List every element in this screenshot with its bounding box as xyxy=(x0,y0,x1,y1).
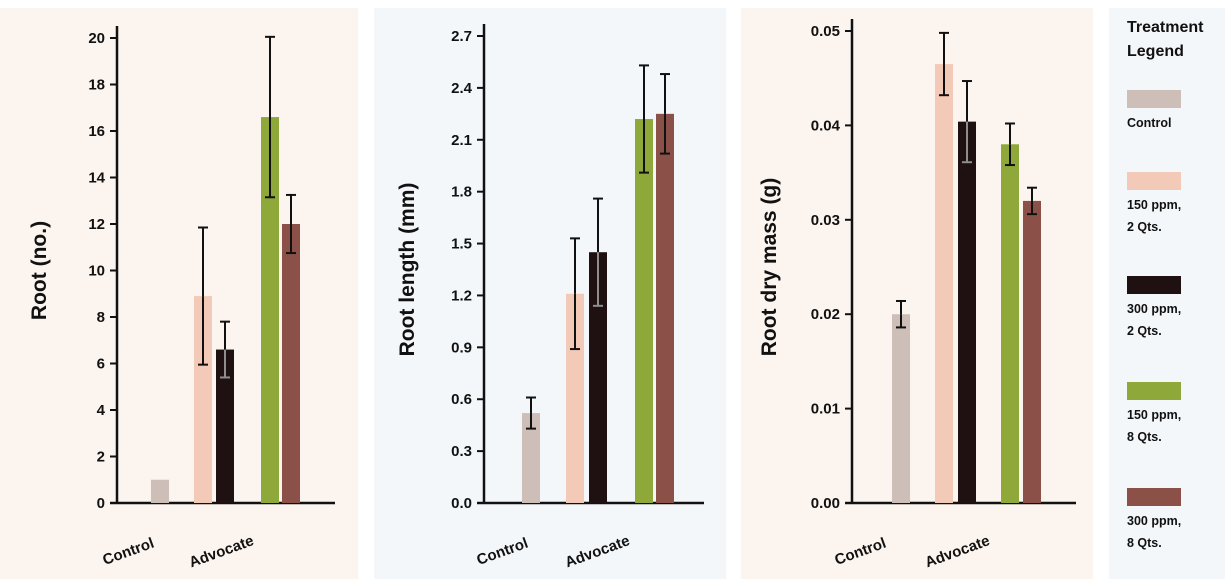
bar xyxy=(892,314,910,503)
y-tick-label: 12 xyxy=(88,216,105,233)
y-axis-title: Root (no.) xyxy=(28,221,51,320)
y-tick-label: 2.7 xyxy=(451,28,472,45)
y-tick-label: 0.9 xyxy=(451,339,472,356)
legend-label: 150 ppm, 8 Qts. xyxy=(1127,408,1182,444)
legend-item: 150 ppm, 2 Qts. xyxy=(1127,172,1223,238)
root-dry-mass-chart: 0.00 0.01 0.02 0.03 0.04 0.05 Control Advocate R… xyxy=(758,19,1076,571)
bar xyxy=(566,293,584,503)
y-tick-label: 2 xyxy=(97,449,105,466)
legend-item: 300 ppm, 8 Qts. xyxy=(1127,488,1223,554)
x-category-label: Advocate xyxy=(923,532,992,571)
panel-root-dry-mass: 0.00 0.01 0.02 0.03 0.04 0.05 Control Advocate R… xyxy=(741,8,1093,579)
x-category-label: Advocate xyxy=(563,532,632,571)
bar xyxy=(194,296,212,503)
error-bar xyxy=(593,197,603,307)
bar xyxy=(151,479,169,503)
error-bar xyxy=(526,396,536,430)
y-tick-label: 8 xyxy=(97,309,105,326)
bar xyxy=(282,224,300,503)
y-tick-label: 0.01 xyxy=(811,401,840,418)
y-tick-label: 0.04 xyxy=(811,117,841,134)
bar xyxy=(958,121,976,504)
bar xyxy=(261,117,279,504)
panel-root-count: 0 2 4 6 8 10 12 14 16 18 20 Control Advocate Root (no… xyxy=(0,8,358,579)
legend-label: 300 ppm, 2 Qts. xyxy=(1127,302,1182,338)
root-count-chart: 0 2 4 6 8 10 12 14 16 18 20 Control Advocate Root (no… xyxy=(28,26,335,571)
error-bar xyxy=(198,226,208,366)
error-bar xyxy=(220,320,230,379)
bar xyxy=(656,113,674,503)
error-bar xyxy=(1027,186,1037,216)
legend-swatch xyxy=(1127,382,1181,400)
x-category-label: Advocate xyxy=(187,532,256,571)
legend-title: Treatment Legend xyxy=(1127,19,1204,60)
y-tick-label: 1.8 xyxy=(451,184,472,201)
y-tick-label: 16 xyxy=(88,123,105,140)
error-bar xyxy=(660,73,670,155)
error-bar xyxy=(962,80,972,164)
y-tick-label: 10 xyxy=(88,263,105,280)
error-bar xyxy=(639,64,649,174)
error-bar xyxy=(1005,122,1015,167)
error-bar xyxy=(286,193,296,255)
bar xyxy=(589,252,607,503)
y-tick-label: 0.02 xyxy=(811,306,840,323)
legend-item: 300 ppm, 2 Qts. xyxy=(1127,276,1223,342)
x-category-label: Control xyxy=(100,535,156,569)
error-bar xyxy=(896,299,906,329)
legend-label: Control xyxy=(1127,116,1172,130)
y-axis-title: Root length (mm) xyxy=(396,183,419,357)
y-tick-label: 0.05 xyxy=(811,23,840,40)
y-tick-label: 6 xyxy=(97,356,105,373)
y-tick-label: 0.03 xyxy=(811,212,840,229)
y-tick-label: 2.1 xyxy=(451,132,472,149)
y-tick-label: 4 xyxy=(97,402,106,419)
error-bar xyxy=(939,31,949,97)
y-tick-label: 0.3 xyxy=(451,443,472,460)
legend-item: Control xyxy=(1127,90,1223,134)
y-tick-label: 20 xyxy=(88,30,105,47)
bar xyxy=(1023,200,1041,504)
y-tick-label: 0.6 xyxy=(451,391,472,408)
y-tick-label: 0 xyxy=(97,495,105,512)
legend-item: 150 ppm, 8 Qts. xyxy=(1127,382,1223,448)
bar xyxy=(635,119,653,504)
y-tick-label: 0.0 xyxy=(451,495,472,512)
error-bar xyxy=(570,237,580,351)
y-tick-label: 2.4 xyxy=(451,80,473,97)
error-bar xyxy=(265,35,275,199)
legend-swatch xyxy=(1127,172,1181,190)
plot-area: 0.0 0.3 0.6 0.9 1.2 1.5 1.8 2.1 2.4 2.7 Control Adv… xyxy=(396,24,704,571)
bar xyxy=(1001,144,1019,503)
legend-swatch xyxy=(1127,90,1181,108)
legend-swatch xyxy=(1127,488,1181,506)
bar xyxy=(522,413,540,503)
y-tick-label: 0.00 xyxy=(811,495,840,512)
legend-label: 300 ppm, 8 Qts. xyxy=(1127,514,1182,550)
panel-root-length: 0.0 0.3 0.6 0.9 1.2 1.5 1.8 2.1 2.4 2.7 Control Adv… xyxy=(374,8,726,579)
x-category-label: Control xyxy=(832,535,888,569)
plot-area: 0 2 4 6 8 10 12 14 16 18 20 Control Advocate Root (no… xyxy=(28,26,335,571)
y-tick-label: 18 xyxy=(88,77,105,94)
plot-area: 0.00 0.01 0.02 0.03 0.04 0.05 Control Advocate R… xyxy=(758,19,1076,571)
bar xyxy=(935,64,953,503)
y-tick-label: 1.5 xyxy=(451,236,472,253)
y-tick-label: 14 xyxy=(88,170,105,187)
legend-label: 150 ppm, 2 Qts. xyxy=(1127,198,1182,234)
y-axis-title: Root dry mass (g) xyxy=(758,178,781,357)
bar xyxy=(216,349,234,503)
x-category-label: Control xyxy=(474,535,530,569)
root-length-chart: 0.0 0.3 0.6 0.9 1.2 1.5 1.8 2.1 2.4 2.7 Control Adv… xyxy=(396,24,704,571)
y-tick-label: 1.2 xyxy=(451,287,472,304)
legend-swatch xyxy=(1127,276,1181,294)
treatment-legend: Treatment Legend Control 150 ppm, 2 Qts. 3… xyxy=(1109,8,1225,579)
